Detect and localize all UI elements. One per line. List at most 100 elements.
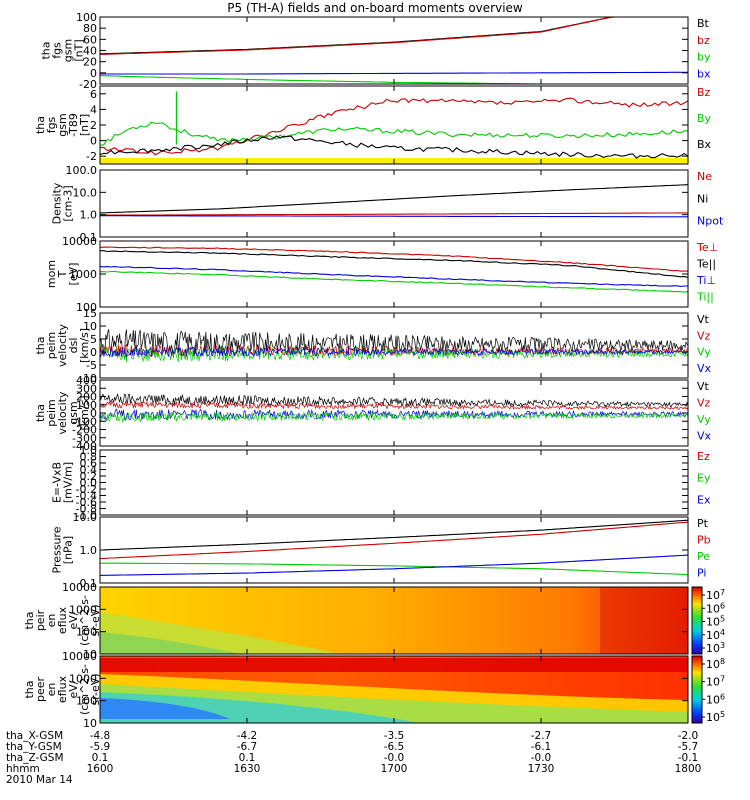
- panel-frame: [99, 85, 689, 165]
- legend-label: Te||: [696, 258, 716, 271]
- legend-label: Vx: [697, 430, 712, 443]
- y-tick-label: 1000: [69, 268, 97, 281]
- y-tick-label: -10: [79, 372, 97, 385]
- y-tick-label: -300: [72, 432, 97, 445]
- legend-label: Ey: [697, 472, 711, 485]
- y-axis-label-line: eV/: [67, 611, 80, 629]
- y-tick-label: 0.4: [80, 464, 98, 477]
- x-axis-value: 1630: [234, 763, 261, 775]
- heatmap-band-lowest: [100, 632, 240, 654]
- y-tick-label: -400: [72, 440, 97, 453]
- colorbar-label: 108: [706, 657, 725, 671]
- heatmap-band-top: [100, 658, 688, 672]
- y-axis-label-line: eflux: [56, 606, 69, 634]
- series-Ti⊥: [99, 265, 688, 288]
- series-Ni: [100, 212, 688, 216]
- y-axis-label-line: E=-VxB: [51, 462, 64, 503]
- x-axis-value: -4.8: [90, 730, 111, 742]
- y-axis-label-line: tha: [23, 680, 36, 698]
- legend-label: Pe: [697, 550, 710, 563]
- y-axis-label-line: [km/s]: [78, 395, 91, 430]
- y-tick-label: 5: [90, 333, 97, 346]
- heatmap-band-blue: [100, 698, 230, 719]
- x-axis-value: -0.0: [531, 752, 552, 764]
- y-tick-label: 6: [90, 88, 97, 101]
- y-axis-label-line: [nT]: [78, 114, 91, 136]
- x-axis-row-label: hhmm: [6, 763, 40, 775]
- x-axis-value: 0.1: [239, 752, 256, 764]
- y-axis-label-line: gsm: [56, 113, 69, 136]
- series-bz: [99, 16, 688, 55]
- y-tick-label: 100: [76, 695, 97, 708]
- y-tick-label: 0.6: [80, 457, 98, 470]
- y-tick-label: 1.0: [80, 444, 98, 457]
- y-tick-label: 0: [90, 407, 97, 420]
- y-tick-label: 0: [90, 135, 97, 148]
- y-axis-label-line: tha: [40, 41, 53, 59]
- series-Vy: [99, 411, 689, 423]
- x-axis-value: -2.7: [531, 730, 552, 742]
- y-tick-label: 10: [83, 320, 97, 333]
- panel-frame: [99, 449, 689, 516]
- legend-label: Pb: [697, 534, 711, 547]
- y-tick-label: -5: [86, 359, 97, 372]
- y-tick-label: 2: [90, 119, 97, 132]
- y-tick-label: 10: [83, 648, 97, 661]
- x-axis-row-label: tha_Z-GSM: [6, 752, 64, 764]
- legend-label: Ex: [697, 493, 711, 506]
- colorbar-label: 107: [706, 675, 725, 689]
- colorbar-label: 104: [706, 628, 725, 642]
- y-tick-label: 10000: [62, 581, 97, 594]
- x-axis-value: -2.0: [678, 730, 699, 742]
- y-tick-label: 300: [76, 382, 97, 395]
- legend-label: Pi: [697, 567, 706, 580]
- y-tick-label: 400: [76, 374, 97, 387]
- y-axis-label-line: -T89: [67, 113, 80, 137]
- series-bx: [100, 71, 688, 75]
- y-tick-label: 10: [83, 717, 97, 730]
- y-axis-label-line: [cm-3]: [62, 185, 75, 221]
- y-axis-label-line: T: [56, 270, 69, 278]
- y-axis-label-line: peer: [34, 677, 47, 703]
- legend-label: Bz: [697, 86, 711, 99]
- x-axis-value: 1730: [528, 763, 555, 775]
- y-axis-label-line: velocity: [56, 324, 69, 367]
- y-tick-label: 200: [76, 391, 97, 404]
- colorbar-label: 107: [706, 588, 725, 602]
- y-tick-label: 0.1: [80, 231, 98, 244]
- y-axis-label-line: Density: [51, 182, 64, 224]
- x-axis-value: -6.7: [237, 741, 258, 753]
- series-Ti||: [100, 270, 689, 293]
- y-axis-label-line: dsl: [67, 338, 80, 354]
- panel-frame: [99, 379, 689, 447]
- heatmap-band-late: [600, 587, 688, 654]
- legend-label: Vz: [697, 329, 711, 342]
- legend-label: Npot: [697, 215, 724, 228]
- y-tick-label: 10.0: [73, 186, 98, 199]
- y-axis-label-line: peim: [45, 399, 58, 427]
- colorbar-label: 105: [706, 615, 725, 629]
- panel-frame: [99, 516, 689, 584]
- series-Te||: [100, 250, 689, 278]
- series-Vx: [99, 345, 689, 358]
- y-axis-label-line: sr-eV): [89, 673, 102, 705]
- y-axis-label-line: eV/: [67, 680, 80, 698]
- y-axis-label-line: (cm^2-s-: [78, 664, 91, 715]
- y-tick-label: 1000: [69, 603, 97, 616]
- y-tick-label: 100: [76, 626, 97, 639]
- series-Bz: [99, 97, 689, 156]
- y-axis-label-line: fgs: [45, 116, 58, 133]
- y-axis-label: Pressure[nPa]: [51, 526, 75, 573]
- y-axis-label-line: peim: [45, 332, 58, 360]
- legend-label: Ti⊥: [696, 274, 716, 287]
- y-axis-label-line: [nPa]: [62, 536, 75, 564]
- x-axis-row-label: tha_X-GSM: [6, 730, 63, 742]
- y-tick-label: -100: [72, 415, 97, 428]
- y-tick-label: 4: [90, 103, 97, 116]
